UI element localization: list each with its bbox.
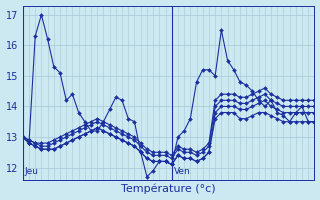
X-axis label: Température (°c): Température (°c) — [121, 184, 216, 194]
Text: Jeu: Jeu — [25, 167, 39, 176]
Text: Ven: Ven — [173, 167, 190, 176]
